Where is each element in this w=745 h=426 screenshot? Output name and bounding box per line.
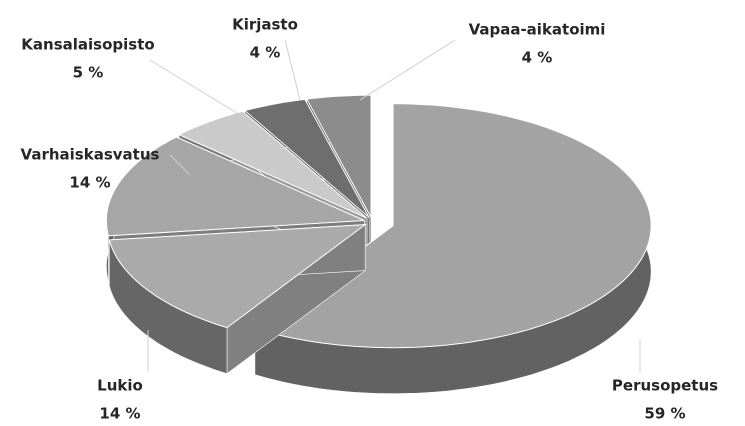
category-label: Kirjasto	[232, 16, 298, 34]
value-label: 59 %	[644, 405, 685, 423]
leader-line	[284, 39, 301, 101]
value-label: 14 %	[69, 174, 110, 192]
category-label: Kansalaisopisto	[21, 36, 154, 54]
leader-line	[359, 39, 456, 101]
slice-top	[177, 110, 368, 219]
category-label: Perusopetus	[612, 377, 718, 395]
slice	[108, 224, 367, 375]
slice-top	[253, 103, 652, 349]
value-label: 4 %	[522, 49, 553, 67]
category-label: Lukio	[97, 377, 143, 395]
leader-line	[149, 59, 246, 119]
slice-top	[243, 98, 370, 218]
category-label: Varhaiskasvatus	[21, 146, 160, 164]
leader-line	[169, 154, 191, 176]
value-label: 14 %	[99, 405, 140, 423]
value-label: 5 %	[73, 64, 104, 82]
slice-top	[306, 94, 372, 218]
slice-top	[108, 224, 367, 329]
slice-top	[105, 136, 365, 237]
category-label: Vapaa-aikatoimi	[469, 21, 606, 39]
value-label: 4 %	[250, 44, 281, 62]
